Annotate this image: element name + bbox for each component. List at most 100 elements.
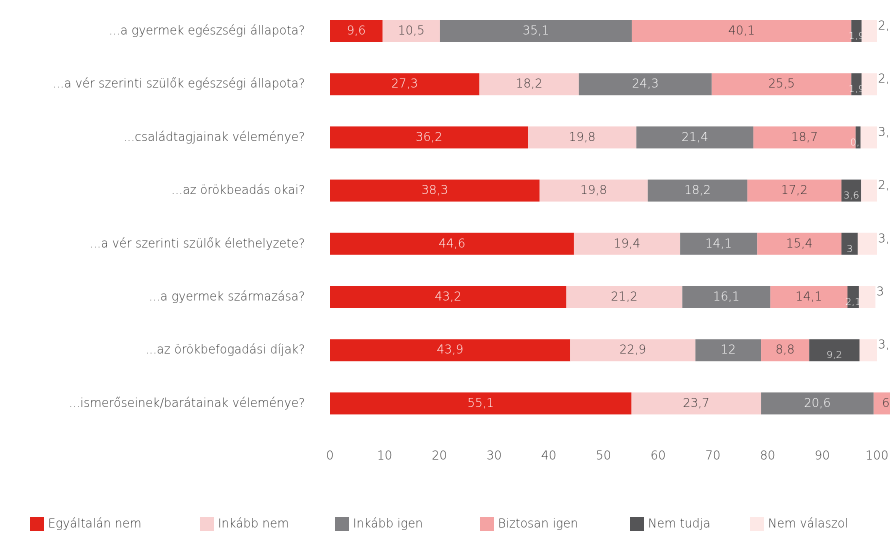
value-label: 21,4 <box>681 130 708 144</box>
bar-segment <box>539 179 648 202</box>
bar-segment <box>857 232 877 255</box>
x-tick-label: 70 <box>705 449 720 463</box>
bar-segment <box>573 232 681 255</box>
x-tick-label: 50 <box>596 449 611 463</box>
value-label: 19,4 <box>614 236 641 250</box>
value-label: 38,3 <box>421 183 448 197</box>
value-label: 2,1 <box>845 297 861 308</box>
x-tick-label: 0 <box>326 449 334 463</box>
bar-segment <box>855 126 861 149</box>
bar-segment <box>570 339 696 362</box>
value-label: 3 <box>846 244 852 255</box>
x-tick-label: 60 <box>651 449 666 463</box>
bar-segment <box>631 20 852 42</box>
bar-segment <box>479 73 579 96</box>
bar-segment <box>858 286 876 308</box>
bar-segment <box>330 339 571 362</box>
bar-segment <box>330 286 567 308</box>
value-label: 18,2 <box>516 77 543 91</box>
bar-segment <box>330 73 480 96</box>
bar-segment <box>330 232 574 255</box>
value-label: 3 <box>876 285 884 299</box>
bar-segment <box>439 20 632 42</box>
legend-label: Inkább nem <box>218 517 289 531</box>
category-label: ...az örökbeadás okai? <box>171 183 305 197</box>
value-label: 2,8 <box>878 19 890 33</box>
value-label: 9,2 <box>826 350 842 361</box>
value-label: 20,6 <box>804 396 831 410</box>
legend-label: Egyáltalán nem <box>48 517 141 531</box>
bar-segment <box>647 179 748 202</box>
value-label: 40,1 <box>728 24 755 38</box>
bar-segment <box>636 126 754 149</box>
bar-segment <box>753 126 856 149</box>
value-label: 6,5 <box>882 396 890 410</box>
bar-segment <box>711 73 852 96</box>
bar-segment <box>631 392 762 415</box>
bar-segment <box>847 286 859 308</box>
bar-segment <box>761 339 810 362</box>
legend-label: Biztosan igen <box>498 517 578 531</box>
category-label: ...ismerőseinek/barátainak véleménye? <box>69 396 305 410</box>
bar-segment <box>330 20 383 42</box>
value-label: 16,1 <box>713 290 740 304</box>
bar-segment <box>859 339 877 362</box>
legend-swatch <box>630 517 644 531</box>
bar-segment <box>528 126 637 149</box>
value-label: 21,2 <box>611 290 638 304</box>
legend-swatch <box>200 517 214 531</box>
legend-swatch <box>335 517 349 531</box>
value-label: 8,8 <box>776 343 795 357</box>
value-label: 14,1 <box>796 290 823 304</box>
category-label: ...a gyermek egészségi állapota? <box>109 24 305 38</box>
value-label: 23,7 <box>683 396 710 410</box>
value-label: 55,1 <box>467 396 494 410</box>
bar-segment <box>747 179 842 202</box>
bar-segment <box>330 126 529 149</box>
bar-segment <box>873 392 890 415</box>
legend-swatch <box>750 517 764 531</box>
value-label: 15,4 <box>786 236 813 250</box>
bar-segment <box>861 73 877 96</box>
bar-segment <box>860 126 877 149</box>
value-label: 12 <box>721 343 736 357</box>
x-tick-label: 20 <box>432 449 447 463</box>
bar-segment <box>770 286 848 308</box>
value-label: 44,6 <box>439 236 466 250</box>
value-label: 17,2 <box>781 183 808 197</box>
legend-label: Nem tudja <box>648 517 710 531</box>
value-label: 3,6 <box>843 191 859 202</box>
value-label: 14,1 <box>705 236 732 250</box>
category-label: ...a vér szerinti szülők élethelyzete? <box>90 236 305 250</box>
x-tick-label: 10 <box>377 449 392 463</box>
value-label: 2,8 <box>878 72 890 86</box>
x-tick-label: 80 <box>760 449 775 463</box>
value-label: 10,5 <box>398 24 425 38</box>
category-label: ...családtagjainak véleménye? <box>123 130 305 144</box>
value-label: 35,1 <box>523 24 550 38</box>
bar-segment <box>841 232 858 255</box>
category-label: ...az örökbefogadási díjak? <box>145 343 305 357</box>
value-label: 0,9 <box>850 137 866 148</box>
value-label: 24,3 <box>632 77 659 91</box>
value-label: 19,8 <box>569 130 596 144</box>
value-label: 3,5 <box>878 231 890 245</box>
value-label: 3,2 <box>878 338 890 352</box>
value-label: 43,2 <box>435 290 462 304</box>
bar-segment <box>851 73 862 96</box>
bar-segment <box>841 179 862 202</box>
x-tick-label: 40 <box>541 449 556 463</box>
bar-segment <box>330 392 632 415</box>
value-label: 1,9 <box>849 31 865 42</box>
value-label: 3,0 <box>878 125 890 139</box>
bar-segment <box>695 339 762 362</box>
bar-segment <box>382 20 440 42</box>
bar-segment <box>809 339 860 362</box>
bar-segment <box>757 232 842 255</box>
legend-label: Inkább igen <box>353 517 423 531</box>
value-label: 43,9 <box>437 343 464 357</box>
category-label: ...a vér szerinti szülők egészségi állap… <box>53 77 305 91</box>
value-label: 19,8 <box>580 183 607 197</box>
bar-segment <box>578 73 712 96</box>
x-tick-label: 30 <box>486 449 501 463</box>
